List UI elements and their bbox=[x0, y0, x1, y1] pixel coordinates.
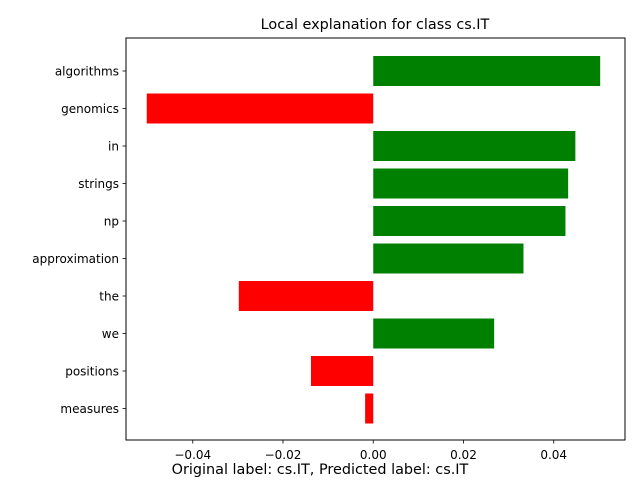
y-tick-label: measures bbox=[60, 402, 119, 416]
bar-strings bbox=[373, 168, 569, 199]
x-tick-label: 0.02 bbox=[450, 448, 477, 462]
bar-measures bbox=[365, 393, 374, 424]
x-tick-label: 0.00 bbox=[360, 448, 387, 462]
bar-the bbox=[238, 281, 374, 311]
bars-layer bbox=[146, 56, 601, 424]
bar-in bbox=[373, 131, 576, 161]
x-tick-label: −0.02 bbox=[265, 448, 302, 462]
y-tick-label: np bbox=[104, 215, 119, 229]
chart-title: Local explanation for class cs.IT bbox=[261, 17, 490, 33]
x-tick-label: −0.04 bbox=[174, 448, 211, 462]
bar-genomics bbox=[146, 93, 374, 124]
bar-we bbox=[373, 318, 495, 349]
y-tick-label: algorithms bbox=[55, 65, 119, 79]
bar-np bbox=[373, 206, 566, 236]
y-tick-label: approximation bbox=[32, 252, 119, 266]
bar-approximation bbox=[373, 243, 524, 274]
footer-label: Original label: cs.IT, Predicted label: … bbox=[172, 462, 469, 478]
y-tick-label: we bbox=[102, 327, 119, 341]
y-tick-label: genomics bbox=[61, 102, 119, 116]
bar-algorithms bbox=[373, 56, 601, 86]
x-tick-label: 0.04 bbox=[540, 448, 567, 462]
plot-frame bbox=[125, 37, 626, 441]
x-axis: −0.04 −0.02 0.00 0.02 0.04 bbox=[174, 440, 567, 462]
y-tick-label: strings bbox=[78, 177, 119, 191]
y-axis: algorithms genomics in strings np approximati… bbox=[32, 65, 126, 416]
y-tick-label: in bbox=[108, 140, 119, 154]
bar-positions bbox=[310, 356, 374, 386]
y-tick-label: positions bbox=[65, 365, 119, 379]
y-tick-label: the bbox=[99, 290, 119, 304]
